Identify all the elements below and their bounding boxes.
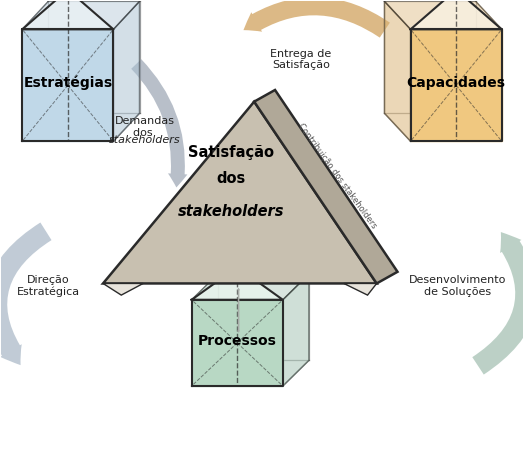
Polygon shape xyxy=(48,0,139,1)
Polygon shape xyxy=(283,274,309,386)
Polygon shape xyxy=(192,267,283,300)
FancyArrowPatch shape xyxy=(0,222,51,365)
Text: stakeholders: stakeholders xyxy=(178,204,284,219)
Text: Contribuição dos stakeholders: Contribuição dos stakeholders xyxy=(297,122,379,230)
Polygon shape xyxy=(344,283,377,295)
Text: Entrega de
Satisfação: Entrega de Satisfação xyxy=(270,49,332,70)
Text: Satisfação: Satisfação xyxy=(188,145,274,160)
Polygon shape xyxy=(385,0,476,1)
Polygon shape xyxy=(410,30,502,141)
Polygon shape xyxy=(385,1,410,141)
Polygon shape xyxy=(192,300,283,386)
Polygon shape xyxy=(410,0,502,30)
Text: Demandas
dos: Demandas dos xyxy=(115,116,174,138)
FancyArrowPatch shape xyxy=(244,0,390,38)
Polygon shape xyxy=(103,283,143,295)
FancyArrowPatch shape xyxy=(472,232,524,375)
Polygon shape xyxy=(103,102,377,283)
Polygon shape xyxy=(22,1,139,30)
Text: Capacidades: Capacidades xyxy=(407,76,506,90)
Text: stakeholders: stakeholders xyxy=(109,135,181,145)
Text: Processos: Processos xyxy=(198,333,277,348)
Text: Estratégias: Estratégias xyxy=(23,76,113,90)
FancyArrowPatch shape xyxy=(131,59,188,188)
Text: Desenvolvimento
de Soluções: Desenvolvimento de Soluções xyxy=(409,275,506,296)
Text: dos: dos xyxy=(216,171,245,186)
Text: Direção
Estratégica: Direção Estratégica xyxy=(17,275,80,297)
Polygon shape xyxy=(22,0,114,30)
Polygon shape xyxy=(22,30,114,141)
Polygon shape xyxy=(114,1,139,141)
Polygon shape xyxy=(192,274,309,300)
Polygon shape xyxy=(385,1,502,30)
Polygon shape xyxy=(217,242,309,274)
Polygon shape xyxy=(254,90,398,283)
